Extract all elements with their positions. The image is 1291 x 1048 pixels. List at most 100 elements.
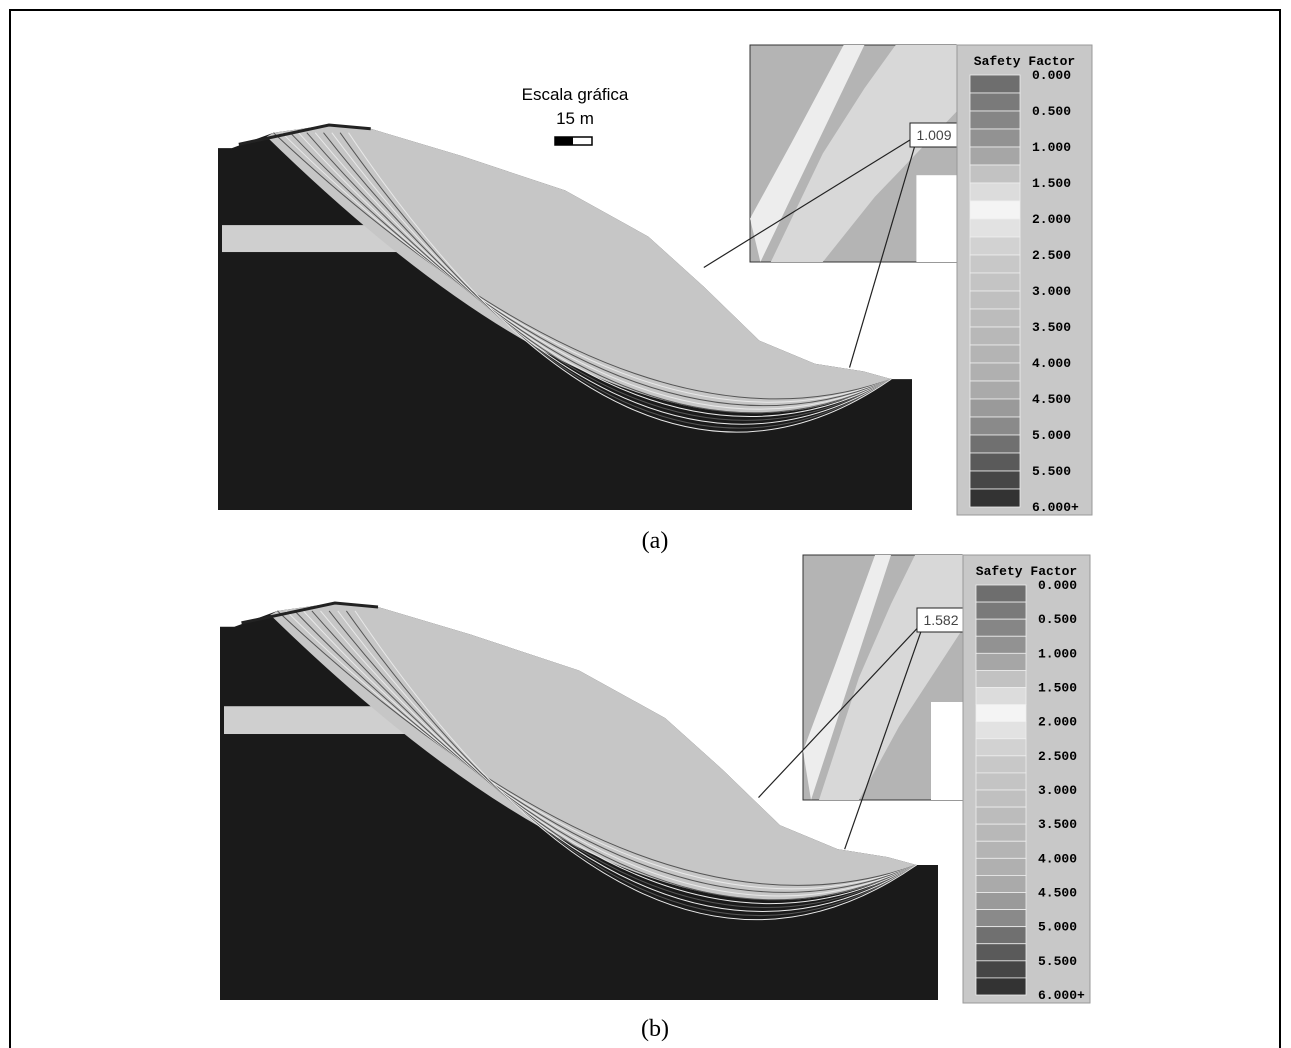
- slip-arc: [314, 132, 892, 417]
- legend-label: 1.500: [1038, 681, 1077, 696]
- inset-shade: [803, 555, 891, 800]
- legend-label: 5.500: [1032, 464, 1071, 479]
- slip-arc: [323, 132, 892, 421]
- legend-label: 4.500: [1038, 886, 1077, 901]
- legend-label: 0.000: [1038, 578, 1077, 593]
- slip-arc: [294, 610, 917, 893]
- slip-arc: [302, 610, 917, 897]
- legend-swatch: [975, 635, 1027, 654]
- legend-label: 1.500: [1032, 176, 1071, 191]
- legend-swatch: [969, 128, 1021, 148]
- legend-label: 6.000+: [1032, 500, 1079, 515]
- slip-arc: [328, 610, 917, 908]
- callout-leader: [758, 619, 926, 798]
- legend-swatch: [969, 344, 1021, 364]
- legend-swatch: [969, 290, 1021, 310]
- legend-swatch: [975, 977, 1027, 996]
- legend-swatch: [975, 909, 1027, 928]
- slip-arc: [289, 132, 892, 407]
- legend-swatch: [975, 789, 1027, 808]
- slip-mass: [266, 125, 892, 414]
- legend-swatch: [969, 398, 1021, 418]
- legend-swatch: [969, 254, 1021, 274]
- legend-title: Safety Factor: [974, 54, 1075, 69]
- legend-label: 2.500: [1032, 248, 1071, 263]
- legend-swatch: [969, 434, 1021, 454]
- legend-label: 5.500: [1038, 954, 1077, 969]
- slip-arc: [311, 610, 917, 901]
- legend-swatch: [975, 687, 1027, 705]
- slip-arc: [331, 132, 892, 425]
- legend-swatch: [975, 670, 1027, 688]
- legend-label: 1.000: [1032, 140, 1071, 155]
- legend-label: 3.500: [1038, 817, 1077, 832]
- legend-label: 2.000: [1038, 715, 1077, 730]
- legend-swatch: [969, 146, 1021, 166]
- legend-title: Safety Factor: [976, 564, 1077, 579]
- legend-label: 2.000: [1032, 212, 1071, 227]
- legend-swatch: [969, 92, 1021, 112]
- callout-value: 1.582: [923, 612, 958, 628]
- slip-arc: [281, 132, 892, 403]
- legend-label: 3.000: [1032, 284, 1071, 299]
- legend-swatch: [969, 74, 1021, 94]
- scale-title: Escala gráfica: [522, 85, 629, 104]
- inset-shade: [770, 45, 958, 262]
- legend-swatch: [969, 380, 1021, 400]
- legend-swatch: [975, 875, 1027, 893]
- legend-swatch: [975, 772, 1027, 791]
- slip-arc: [277, 610, 917, 886]
- slip-arc: [345, 610, 917, 917]
- legend-label: 0.500: [1038, 612, 1077, 627]
- slip-arc: [298, 132, 892, 410]
- legend-swatch: [975, 943, 1027, 962]
- figure-border: [9, 9, 1281, 1048]
- scale-length: 15 m: [556, 109, 594, 128]
- caption: (a): [642, 528, 669, 554]
- callout-leader: [848, 134, 919, 368]
- legend-swatch: [969, 164, 1021, 184]
- ridge-cap: [241, 601, 379, 625]
- legend-swatch: [969, 326, 1021, 346]
- slip-arc: [306, 132, 892, 414]
- slip-mass: [270, 603, 917, 901]
- inset-void: [931, 702, 963, 800]
- legend-swatch: [969, 182, 1021, 202]
- callout-leader: [844, 619, 926, 850]
- legend-label: 5.000: [1032, 428, 1071, 443]
- legend-swatch: [969, 362, 1021, 382]
- legend-swatch: [975, 840, 1027, 859]
- slip-arc: [348, 132, 892, 433]
- legend-swatch: [975, 601, 1027, 620]
- legend-swatch: [969, 452, 1021, 472]
- legend-swatch: [975, 721, 1027, 740]
- legend-swatch: [975, 652, 1027, 671]
- legend-swatch: [969, 416, 1021, 436]
- callout-value: 1.009: [916, 127, 951, 143]
- legend-label: 4.000: [1038, 851, 1077, 866]
- legend-label: 3.500: [1032, 320, 1071, 335]
- legend-label: 2.500: [1038, 749, 1077, 764]
- callout-box: [909, 122, 959, 148]
- legend-swatch: [975, 806, 1027, 825]
- legend-swatch: [975, 892, 1027, 910]
- legend-swatch: [975, 926, 1027, 945]
- legend-label: 4.000: [1032, 356, 1071, 371]
- slip-arc: [354, 610, 917, 921]
- legend-label: 0.000: [1032, 68, 1071, 83]
- legend-swatch: [969, 488, 1021, 508]
- slip-arc: [320, 610, 917, 904]
- legend-swatch: [969, 308, 1021, 328]
- legend-swatch: [975, 960, 1027, 979]
- slip-arc: [339, 132, 892, 429]
- legend-swatch: [975, 738, 1027, 757]
- scale-bar-fill: [555, 137, 573, 145]
- caption: (b): [641, 1016, 669, 1042]
- slip-arc: [285, 610, 917, 890]
- legend-label: 5.000: [1038, 920, 1077, 935]
- slip-arc: [273, 132, 892, 400]
- legend-swatch: [969, 200, 1021, 220]
- slip-arc: [337, 610, 917, 913]
